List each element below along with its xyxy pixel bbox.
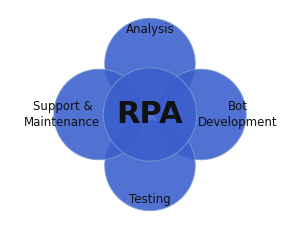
Text: Testing: Testing xyxy=(129,193,171,206)
Circle shape xyxy=(54,69,144,160)
Text: RPA: RPA xyxy=(117,100,183,129)
Circle shape xyxy=(103,68,197,161)
Circle shape xyxy=(105,120,195,211)
Text: Support &
Maintenance: Support & Maintenance xyxy=(24,100,100,129)
Text: Analysis: Analysis xyxy=(126,23,174,36)
Text: Bot
Development: Bot Development xyxy=(198,100,278,129)
Circle shape xyxy=(105,18,195,109)
Circle shape xyxy=(156,69,246,160)
